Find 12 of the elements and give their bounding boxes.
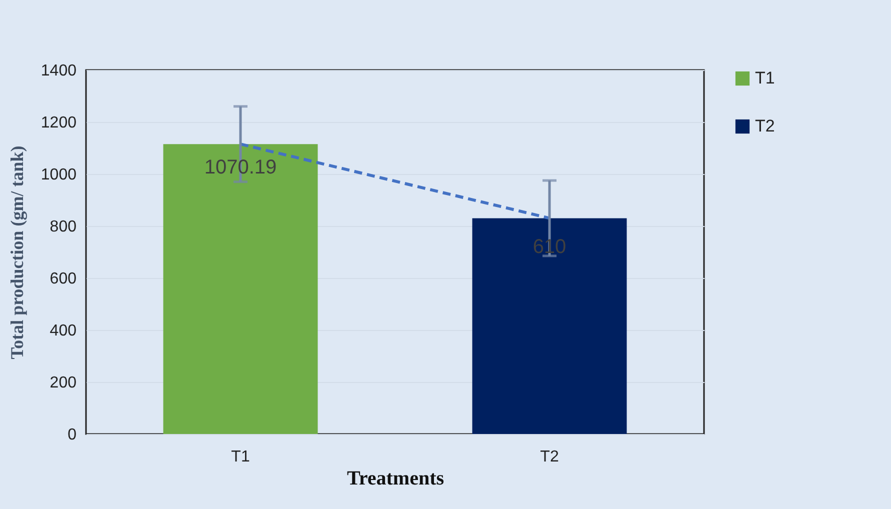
y-axis-title: Total production (gm/ tank) [6,146,27,360]
y-tick-label: 800 [50,218,77,236]
legend-label: T2 [755,116,775,136]
y-tick-label: 1000 [40,166,77,184]
y-tick-label: 200 [50,374,77,392]
y-tick-label: 1400 [40,62,77,80]
y-tick-label: 400 [50,322,77,340]
y-tick-label: 0 [68,426,77,444]
x-axis-title: Treatments [346,468,444,490]
y-tick-label: 1200 [40,114,77,132]
y-tick-label: 600 [50,270,77,288]
legend-label: T1 [755,68,775,88]
